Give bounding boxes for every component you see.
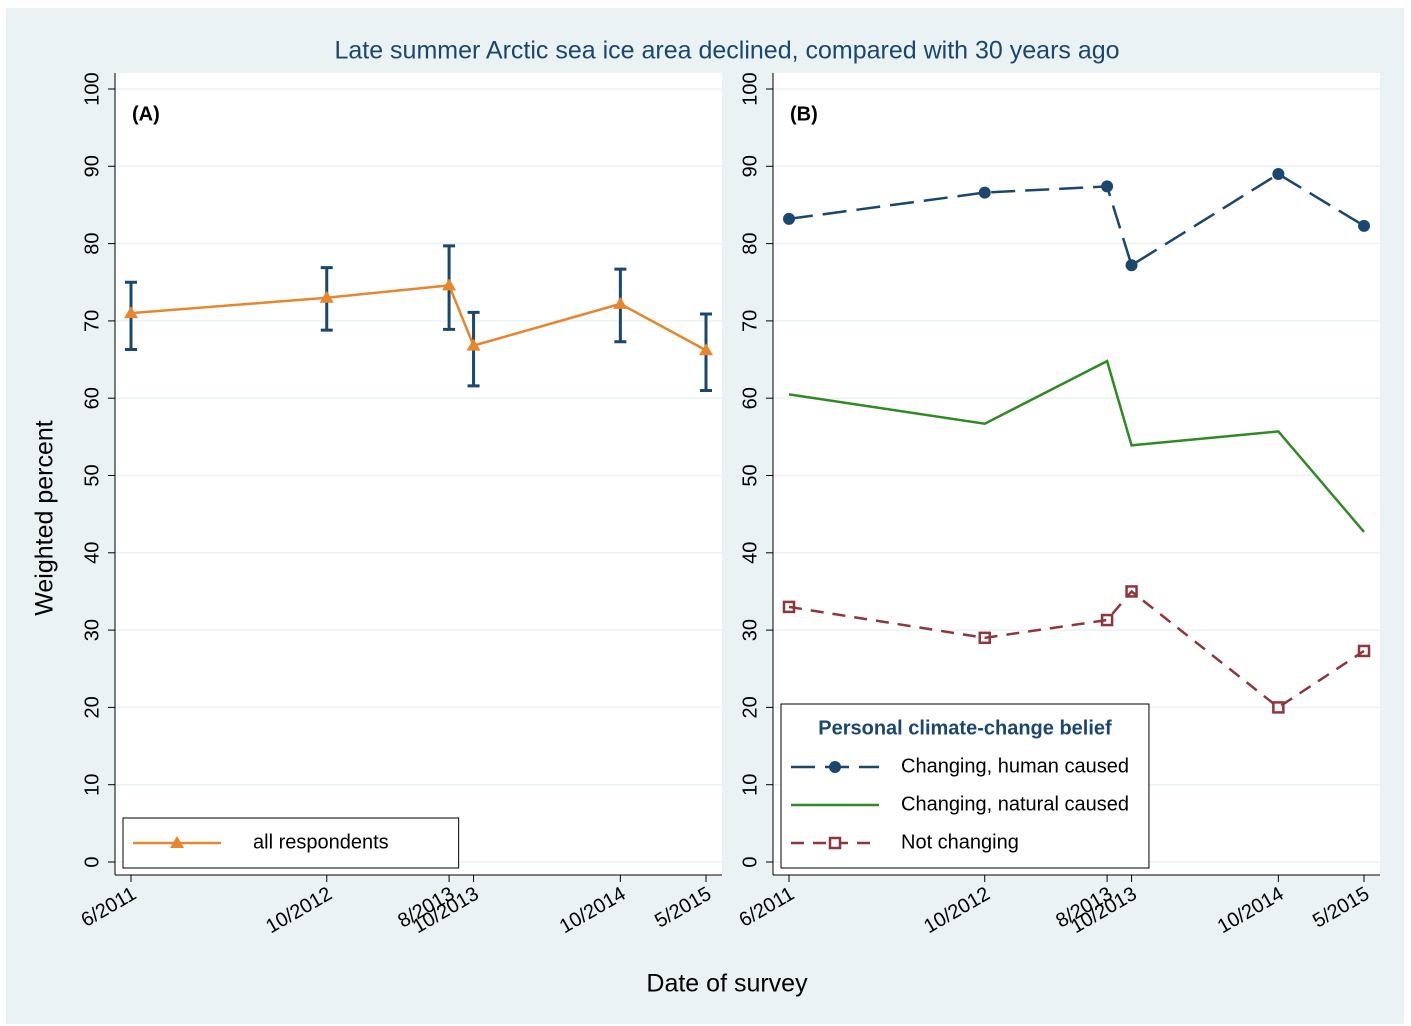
- legend-title: Personal climate-change belief: [818, 717, 1112, 739]
- marker: [978, 186, 991, 199]
- legend-marker: [829, 761, 841, 773]
- y-tick-label: 40: [81, 542, 103, 564]
- panel-label: (B): [790, 103, 818, 125]
- y-tick-label: 80: [739, 232, 761, 254]
- marker: [782, 600, 796, 614]
- legend-label: Changing, human caused: [901, 755, 1129, 777]
- y-tick-label: 80: [81, 232, 103, 254]
- marker: [466, 338, 481, 351]
- y-tick-label: 70: [739, 310, 761, 332]
- marker: [1272, 168, 1285, 181]
- y-tick-label: 50: [81, 464, 103, 486]
- marker: [1272, 701, 1285, 714]
- legend-label: Changing, natural caused: [901, 793, 1129, 815]
- y-tick-label: 70: [81, 310, 103, 332]
- y-axis-label: Weighted percent: [31, 420, 59, 616]
- legend-marker: [828, 836, 842, 850]
- y-tick-label: 90: [81, 155, 103, 177]
- y-tick-label: 10: [81, 774, 103, 796]
- legend-marker: [170, 836, 184, 848]
- legend-label: Not changing: [901, 831, 1019, 853]
- legend-box: [780, 703, 1150, 869]
- y-tick-label: 60: [739, 387, 761, 409]
- marker: [124, 306, 138, 319]
- series-line: [788, 359, 1365, 533]
- y-tick-label: 50: [739, 464, 761, 486]
- marker: [699, 343, 713, 356]
- panel-label: (A): [132, 103, 160, 125]
- marker: [319, 290, 334, 303]
- marker: [1358, 219, 1370, 232]
- legend: Personal climate-change belief Changing, …: [780, 703, 1150, 869]
- legend: all respondents: [122, 817, 460, 869]
- y-tick-label: 30: [81, 619, 103, 641]
- marker: [1100, 613, 1114, 627]
- marker: [978, 631, 991, 645]
- plot-area: [115, 73, 722, 875]
- marker: [613, 296, 628, 309]
- y-tick-label: 0: [739, 856, 761, 867]
- series-line: [788, 589, 1365, 709]
- marker: [1125, 585, 1138, 598]
- chart-title: Late summer Arctic sea ice area declined…: [334, 37, 1119, 65]
- y-tick-label: 10: [739, 774, 761, 796]
- y-tick-label: 40: [739, 542, 761, 564]
- y-tick-label: 60: [81, 387, 103, 409]
- x-axis-label: Date of survey: [646, 970, 808, 998]
- series-line: [130, 284, 707, 352]
- y-tick-label: 20: [739, 696, 761, 718]
- y-tick-label: 0: [81, 856, 103, 867]
- y-tick-label: 100: [739, 72, 761, 105]
- series-line: [788, 172, 1365, 268]
- y-tick-label: 20: [81, 696, 103, 718]
- marker: [442, 278, 457, 291]
- legend-label: all respondents: [253, 831, 389, 853]
- y-tick-label: 90: [739, 155, 761, 177]
- marker: [1101, 180, 1114, 193]
- marker: [783, 212, 795, 225]
- marker: [1125, 259, 1138, 272]
- y-tick-label: 30: [739, 619, 761, 641]
- y-tick-label: 100: [81, 72, 103, 105]
- marker: [1357, 644, 1371, 658]
